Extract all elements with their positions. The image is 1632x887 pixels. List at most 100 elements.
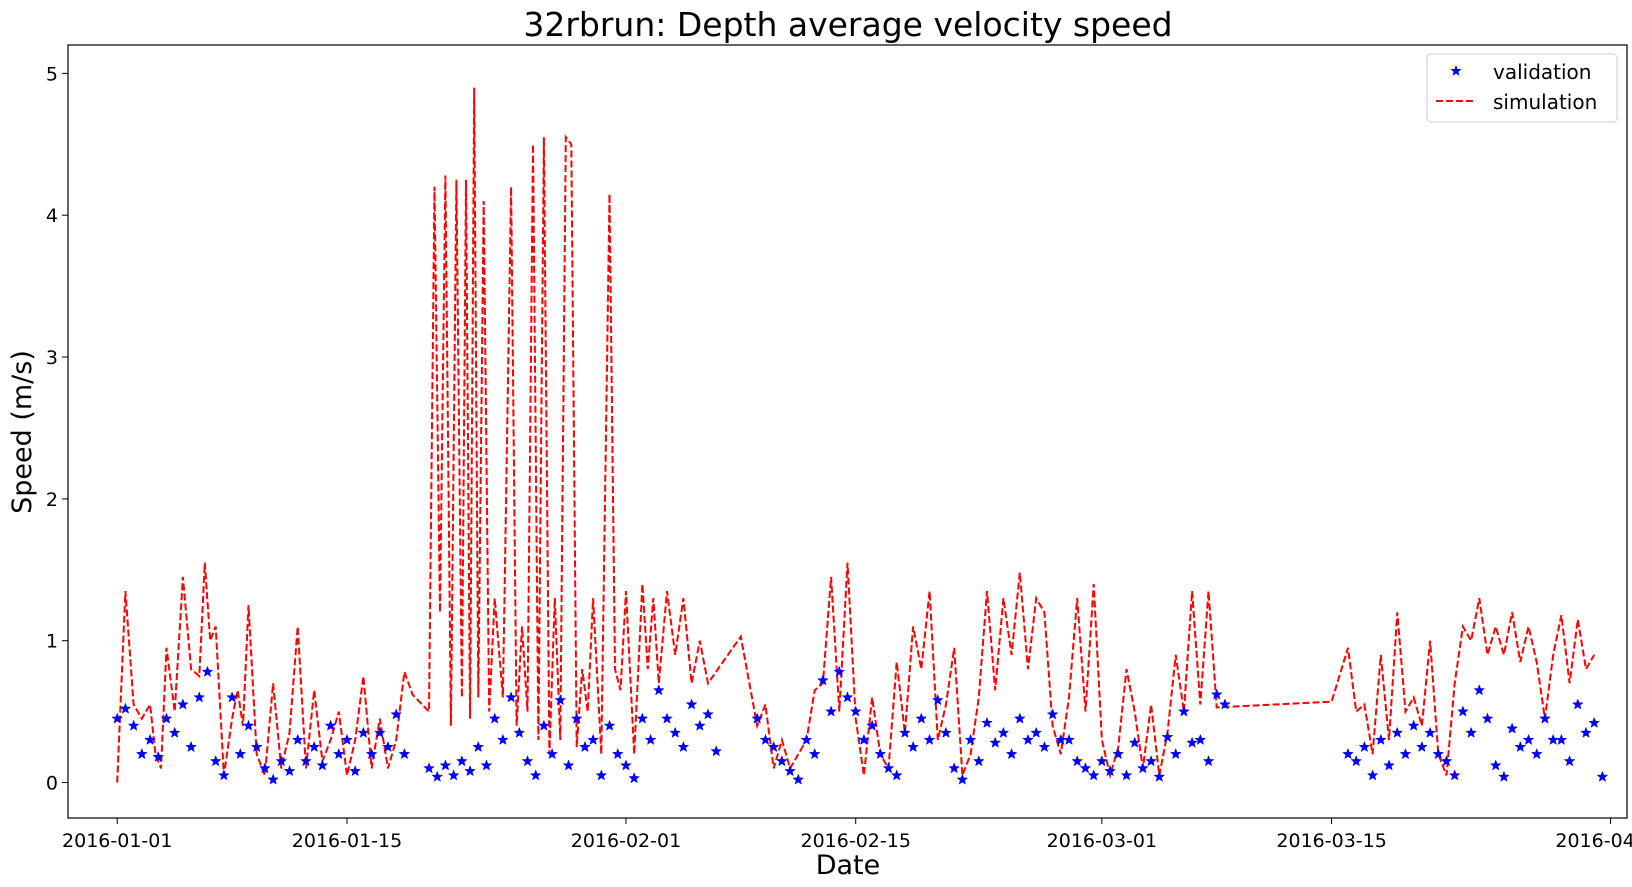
validation-point	[792, 773, 805, 785]
validation-point	[570, 712, 583, 724]
validation-point	[209, 755, 222, 767]
legend-label-simulation: simulation	[1493, 90, 1597, 114]
validation-point	[1013, 712, 1026, 724]
validation-point	[1514, 740, 1527, 753]
y-tick-label: 5	[46, 63, 58, 85]
validation-point	[1104, 764, 1116, 777]
validation-point	[1374, 733, 1387, 746]
validation-point	[1145, 755, 1158, 767]
validation-point	[1022, 733, 1034, 746]
validation-point	[365, 747, 378, 760]
validation-point	[1202, 755, 1215, 767]
validation-point	[940, 726, 952, 738]
validation-point	[1432, 747, 1445, 760]
validation-point	[1539, 712, 1551, 724]
legend: validation simulation	[1426, 53, 1618, 123]
validation-point	[1112, 747, 1125, 760]
validation-point	[775, 755, 788, 767]
validation-point	[168, 726, 181, 738]
validation-point	[529, 769, 542, 781]
validation-point	[874, 747, 887, 760]
validation-point	[488, 712, 501, 724]
validation-point	[423, 762, 435, 774]
validation-point	[964, 733, 977, 746]
validation-point	[546, 747, 559, 760]
validation-point	[1219, 698, 1231, 710]
validation-point	[808, 747, 821, 760]
validation-point	[234, 747, 247, 760]
validation-point	[1506, 722, 1519, 734]
validation-point	[841, 691, 854, 703]
validation-point	[283, 764, 296, 777]
validation-point	[849, 705, 862, 717]
validation-point	[620, 759, 632, 771]
validation-point	[1358, 740, 1371, 753]
validation-point	[1530, 747, 1543, 760]
validation-point	[349, 764, 362, 777]
validation-point	[513, 726, 526, 738]
validation-point	[332, 747, 345, 760]
validation-point	[1087, 769, 1100, 781]
x-tick-label: 2016-03-01	[1047, 830, 1157, 852]
validation-point	[1366, 769, 1379, 781]
validation-point	[1391, 726, 1404, 738]
validation-point	[1465, 726, 1478, 738]
validation-point	[152, 750, 165, 763]
x-tick-label: 2016-02-15	[800, 830, 910, 852]
validation-point	[1038, 740, 1051, 753]
validation-point	[316, 759, 329, 771]
validation-point	[816, 674, 829, 686]
validation-point	[1095, 755, 1108, 767]
validation-point	[1424, 726, 1436, 738]
y-axis: 0 1 2 3 4 5	[46, 63, 68, 795]
validation-point	[890, 769, 903, 781]
validation-point	[1498, 770, 1510, 782]
validation-point	[1161, 730, 1174, 743]
validation-point	[652, 684, 665, 696]
validation-point	[193, 691, 206, 703]
validation-point	[267, 773, 280, 785]
validation-point	[1079, 762, 1092, 774]
validation-point	[685, 698, 698, 710]
validation-point	[759, 733, 772, 746]
validation-point	[1473, 684, 1486, 696]
validation-point	[447, 769, 460, 781]
validation-point	[1440, 755, 1453, 767]
legend-marker-validation	[1450, 65, 1462, 76]
x-tick-label: 2016-03-15	[1276, 830, 1386, 852]
validation-point	[1177, 705, 1190, 717]
validation-point	[1563, 755, 1576, 767]
validation-point	[324, 719, 337, 731]
legend-label-validation: validation	[1493, 60, 1591, 84]
y-axis-label: Speed (m/s)	[7, 350, 38, 514]
validation-point	[275, 755, 288, 767]
legend-frame	[1426, 53, 1618, 123]
validation-point	[693, 719, 706, 731]
validation-point	[858, 733, 870, 746]
validation-point	[1555, 733, 1568, 746]
y-tick-label: 3	[46, 347, 58, 369]
x-axis: 2016-01-01 2016-01-15 2016-02-01 2016-02-15…	[62, 818, 1632, 852]
validation-point	[472, 740, 485, 753]
validation-point	[201, 665, 214, 677]
validation-point	[587, 733, 600, 746]
validation-point	[989, 736, 1002, 748]
validation-point	[480, 759, 493, 771]
validation-point	[1350, 755, 1363, 767]
validation-point	[1186, 736, 1199, 748]
validation-point	[537, 719, 550, 731]
validation-point	[1136, 762, 1149, 774]
validation-point	[1169, 747, 1182, 760]
validation-point	[1415, 740, 1428, 753]
validation-point	[1407, 719, 1420, 731]
validation-point	[1448, 769, 1461, 781]
validation-point	[176, 698, 189, 710]
validation-point	[981, 716, 993, 728]
validation-point	[661, 712, 673, 724]
validation-point	[250, 740, 263, 753]
validation-point	[1194, 733, 1207, 746]
validation-point	[972, 755, 985, 767]
validation-point	[1210, 688, 1223, 700]
legend-star-icon	[1450, 65, 1462, 76]
validation-point	[259, 762, 271, 774]
